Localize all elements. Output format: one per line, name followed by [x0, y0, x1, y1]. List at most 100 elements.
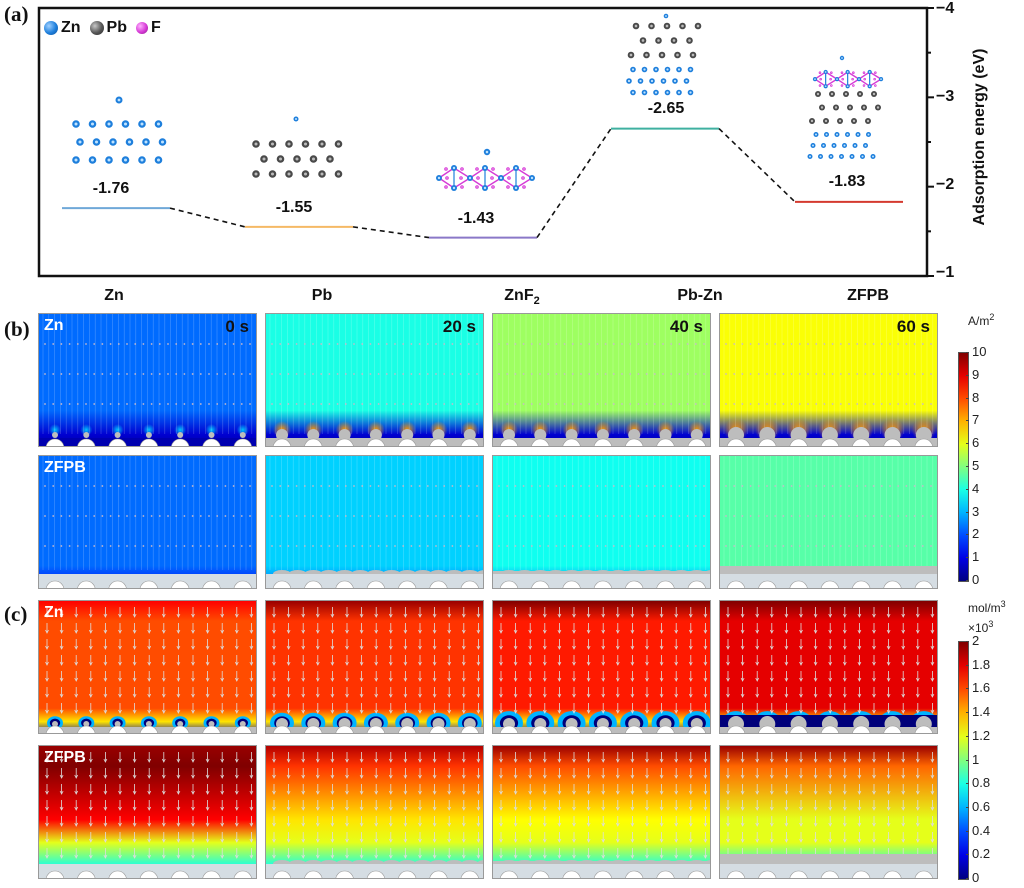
flow-arrow [823, 515, 826, 517]
zn-atom [154, 120, 163, 128]
flow-arrow [224, 545, 227, 547]
zn-atom [687, 66, 694, 73]
f-atom [852, 84, 855, 87]
flow-arrow [394, 515, 396, 517]
substrate-cavity [429, 870, 448, 878]
substrate-cavity [460, 725, 479, 733]
flow-arrow [571, 373, 574, 375]
flow-arrow [418, 403, 421, 405]
substrate-cavity [233, 725, 252, 733]
substrate-cavity [531, 580, 550, 588]
substrate-cavity [171, 438, 190, 446]
f-atom [873, 77, 876, 81]
substrate-cavity [852, 580, 871, 588]
flow-arrow [216, 515, 219, 517]
zn-atom [293, 116, 299, 122]
flow-arrow [921, 515, 924, 517]
substrate-cavity [531, 725, 550, 733]
flow-arrow [514, 403, 517, 405]
flow-arrow [418, 515, 421, 517]
dendrite-nub [83, 721, 90, 727]
substrate-cavity [593, 725, 612, 733]
flow-arrow [905, 485, 908, 487]
zn-atom [483, 148, 491, 156]
colorbar-tick-label: 0.8 [972, 775, 991, 791]
zn-atom [852, 143, 858, 148]
f-atom [829, 77, 832, 81]
colorbar-tick [966, 420, 969, 422]
zn-atom [867, 69, 872, 75]
flow-arrow [880, 545, 883, 547]
flow-arrow [653, 485, 656, 487]
zn-atom [451, 185, 457, 191]
flow-arrow [839, 545, 842, 547]
flow-arrow [621, 343, 623, 345]
flow-arrow [418, 545, 421, 547]
flow-arrow [686, 403, 689, 405]
flow-arrow [271, 373, 273, 375]
substrate-cavity [820, 870, 839, 878]
zn-atom [663, 13, 669, 19]
flow-arrow [167, 403, 169, 405]
flow-arrow [831, 403, 834, 405]
pb-atom [670, 37, 678, 44]
flow-arrow [344, 403, 347, 405]
panel-label-a: (a) [4, 2, 29, 26]
flow-arrow [506, 373, 509, 375]
zn-atom [676, 89, 682, 96]
colorbar-tick [966, 557, 969, 559]
flow-arrow [637, 485, 640, 487]
flow-arrow [353, 545, 355, 547]
flow-arrow [183, 515, 186, 517]
substrate-cavity [45, 438, 65, 446]
flow-arrow [142, 515, 145, 517]
zn-atom [870, 154, 876, 159]
flow-arrow [694, 403, 697, 405]
column-label-zn: Zn [104, 287, 124, 304]
zn-atom [813, 132, 819, 137]
deposit-layer [720, 566, 937, 574]
flow-arrow [385, 485, 388, 487]
zn-atom [72, 120, 80, 128]
flow-arrow [555, 343, 558, 345]
flow-arrow [905, 545, 908, 547]
flow-arrow [757, 373, 760, 375]
flow-arrow [757, 545, 760, 547]
structure-pb [252, 116, 343, 178]
current-density-panel-r0-c3: 60 s [719, 313, 938, 447]
flow-arrow [766, 545, 768, 547]
flow-arrow [369, 485, 372, 487]
flow-arrow [240, 545, 243, 547]
f-atom [476, 176, 480, 180]
flow-arrow [216, 373, 219, 375]
substrate-cavity [108, 580, 127, 588]
colorbar-tick-label: 9 [972, 366, 980, 382]
flow-arrow [539, 515, 541, 517]
flow-arrow [93, 515, 96, 517]
zn-atom [845, 132, 850, 137]
zn-atom [660, 78, 667, 84]
flow-arrow [459, 485, 462, 487]
substrate-cavity [883, 725, 902, 733]
substrate-cavity [625, 438, 644, 446]
flow-arrow [117, 373, 120, 375]
flow-arrow [249, 403, 251, 405]
flow-arrow [134, 343, 137, 345]
flow-arrow [93, 545, 96, 547]
flow-arrow [183, 485, 186, 487]
flow-arrow [208, 343, 210, 345]
flow-arrow [555, 485, 558, 487]
flow-arrow [175, 545, 178, 547]
flow-arrow [798, 403, 801, 405]
flow-arrow [459, 403, 462, 405]
field-background [39, 601, 256, 733]
flow-arrow [604, 485, 607, 487]
flow-arrow [183, 373, 186, 375]
zn-atom [863, 143, 868, 148]
flow-arrow [662, 515, 664, 517]
flow-arrow [295, 515, 298, 517]
flow-arrow [101, 403, 104, 405]
flow-arrow [126, 515, 128, 517]
flow-arrow [353, 373, 355, 375]
flow-arrow [117, 485, 120, 487]
